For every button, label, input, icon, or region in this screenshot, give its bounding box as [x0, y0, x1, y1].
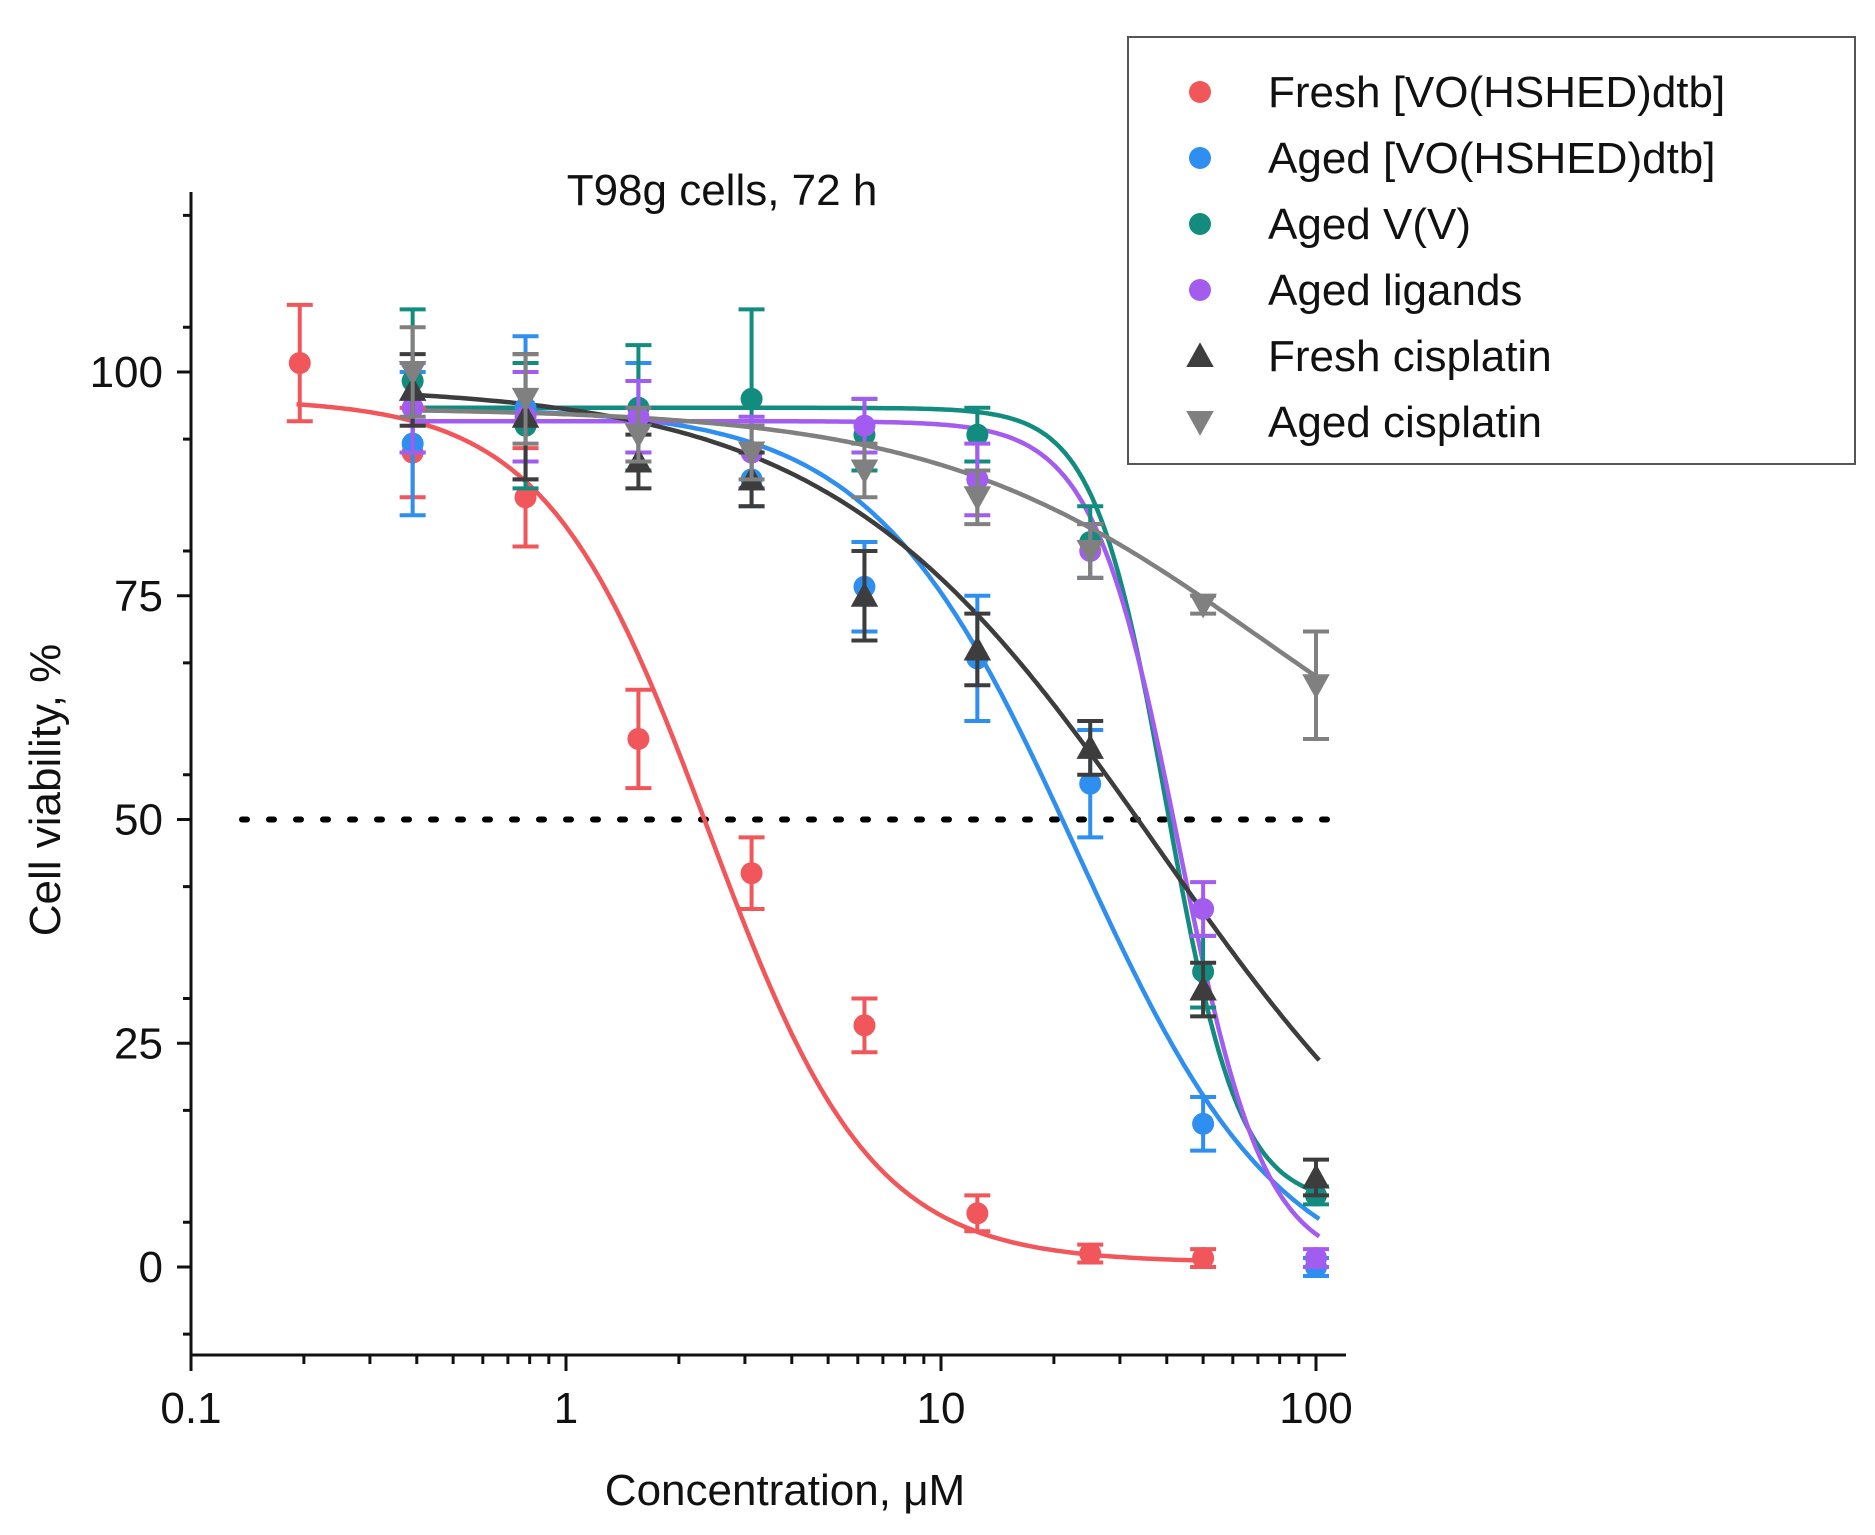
- data-point: [1192, 1247, 1215, 1270]
- data-point: [1302, 674, 1330, 699]
- data-point: [624, 423, 653, 449]
- data-point: [1079, 1242, 1102, 1265]
- data-point: [850, 582, 879, 607]
- data-point: [627, 727, 650, 750]
- legend-label: Aged ligands: [1268, 266, 1522, 315]
- fit-curve: [409, 405, 1320, 1195]
- data-point: [740, 387, 763, 410]
- data-point: [288, 352, 311, 375]
- data-point: [740, 862, 763, 885]
- data-point: [1305, 1247, 1327, 1270]
- data-point: [1076, 734, 1104, 759]
- y-tick-label: 25: [114, 1019, 163, 1068]
- legend-marker: [1189, 213, 1211, 235]
- legend-marker: [1189, 81, 1211, 103]
- fit-curve: [409, 406, 1321, 1221]
- data-point: [853, 1014, 876, 1037]
- data-point: [850, 459, 879, 485]
- chart-title: T98g cells, 72 h: [567, 166, 878, 215]
- data-point: [737, 441, 766, 467]
- data-point: [511, 387, 540, 413]
- data-point: [966, 1202, 989, 1225]
- y-tick-label: 50: [114, 796, 163, 845]
- x-tick-label: 100: [1279, 1384, 1352, 1433]
- data-point: [1076, 540, 1104, 565]
- data-point: [1192, 898, 1215, 920]
- x-tick-label: 0.1: [160, 1384, 221, 1433]
- data-point: [1079, 772, 1102, 795]
- data-point: [514, 486, 537, 509]
- legend-marker: [1186, 342, 1214, 367]
- legend-marker: [1186, 411, 1214, 436]
- y-axis-ticks: 0 25 50 75 100: [90, 213, 191, 1336]
- x-axis-title: Concentration, μM: [605, 1466, 965, 1515]
- fit-curve: [409, 392, 1321, 1062]
- legend-box: [1127, 36, 1856, 465]
- y-tick-label: 75: [114, 572, 163, 621]
- plot-area: [286, 302, 1330, 1278]
- data-point: [963, 486, 992, 512]
- y-tick-label: 100: [90, 348, 163, 397]
- data-point: [1302, 1163, 1330, 1189]
- legend: Fresh [VO(HSHED)dtb] Aged [VO(HSHED)dtb] A…: [1127, 36, 1856, 465]
- x-tick-label: 1: [554, 1384, 578, 1433]
- data-point: [1189, 593, 1217, 619]
- legend-label: Aged [VO(HSHED)dtb]: [1268, 134, 1716, 183]
- y-tick-label: 0: [139, 1243, 163, 1292]
- data-point: [966, 423, 989, 446]
- fit-curve: [296, 402, 1207, 1263]
- x-tick-label: 10: [917, 1384, 966, 1433]
- legend-label: Fresh cisplatin: [1268, 332, 1552, 381]
- legend-label: Fresh [VO(HSHED)dtb]: [1268, 68, 1725, 117]
- x-axis-ticks: 0.1 1 10 100: [160, 1355, 1353, 1433]
- data-point: [1189, 975, 1217, 1001]
- legend-label: Aged cisplatin: [1268, 398, 1542, 447]
- data-point: [1192, 1112, 1215, 1135]
- legend-marker: [1189, 279, 1211, 301]
- legend-label: Aged V(V): [1268, 200, 1471, 249]
- y-axis-title: Cell viability, %: [21, 644, 70, 937]
- legend-marker: [1189, 147, 1211, 169]
- series-group: [398, 325, 1330, 741]
- data-point: [398, 361, 427, 386]
- data-point: [963, 635, 992, 661]
- data-point: [853, 414, 876, 437]
